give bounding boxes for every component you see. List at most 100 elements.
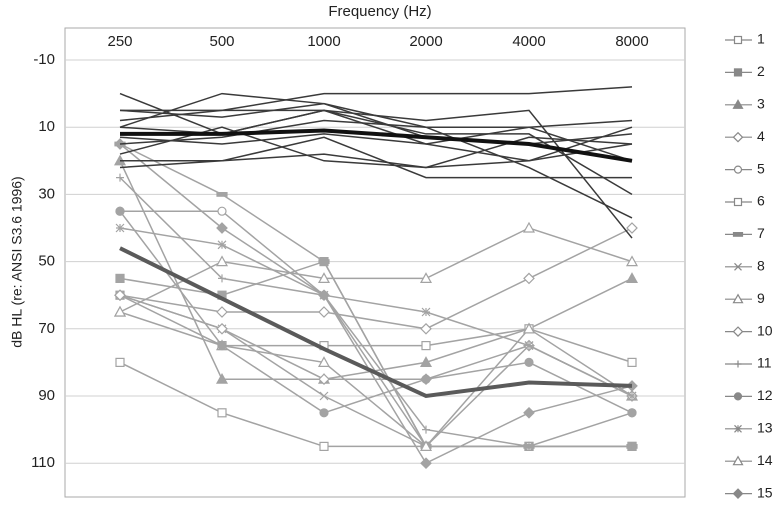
marker xyxy=(318,373,330,386)
marker xyxy=(217,206,227,216)
marker xyxy=(216,192,228,197)
marker xyxy=(115,273,125,283)
legend-label: 12 xyxy=(757,387,773,403)
marker xyxy=(525,442,533,451)
legend-marker xyxy=(732,455,744,466)
legend-marker xyxy=(733,35,743,45)
legend-label: 8 xyxy=(757,258,765,274)
marker xyxy=(216,222,228,234)
marker xyxy=(113,305,127,317)
x-tick-label: 500 xyxy=(209,33,234,50)
x-tick-label: 1000 xyxy=(307,33,340,50)
legend-marker xyxy=(732,488,744,499)
x-tick-label: 8000 xyxy=(615,33,648,50)
series-line xyxy=(119,109,633,196)
marker xyxy=(419,440,433,451)
marker xyxy=(524,357,534,367)
marker xyxy=(421,341,431,351)
series-line xyxy=(119,136,632,179)
marker xyxy=(319,391,329,401)
legend-label: 9 xyxy=(757,290,765,306)
legend-label: 5 xyxy=(757,160,765,176)
y-tick-label: -10 xyxy=(33,51,55,68)
series-line xyxy=(119,246,633,399)
marker xyxy=(317,272,331,283)
legend-marker xyxy=(732,326,744,337)
series-line xyxy=(120,126,633,169)
legend-marker xyxy=(733,165,743,174)
x-tick-label: 4000 xyxy=(512,33,545,50)
marker xyxy=(628,442,636,451)
legend-label: 10 xyxy=(757,322,773,338)
marker xyxy=(419,356,433,367)
legend-marker xyxy=(734,424,742,433)
marker xyxy=(522,221,536,233)
marker xyxy=(215,255,229,267)
legend-label: 14 xyxy=(757,452,773,468)
y-tick-label: 110 xyxy=(31,454,55,471)
marker xyxy=(217,408,227,418)
marker xyxy=(216,306,228,318)
marker xyxy=(318,259,330,264)
series-line xyxy=(119,133,633,162)
series-line xyxy=(119,227,633,397)
legend-label: 4 xyxy=(757,128,765,144)
series-line xyxy=(119,119,633,145)
series-line xyxy=(119,227,633,330)
series-line xyxy=(119,311,633,448)
series-line xyxy=(120,128,633,163)
marker xyxy=(216,322,228,335)
marker xyxy=(524,341,534,351)
legend-label: 2 xyxy=(757,63,765,79)
series-line xyxy=(119,227,633,313)
y-axis-title: dB HL (re: ANSI S3.6 1996) xyxy=(9,176,25,347)
legend-marker xyxy=(732,99,744,109)
marker xyxy=(522,322,536,334)
marker xyxy=(318,306,330,318)
legend-marker xyxy=(733,68,743,77)
legend-marker xyxy=(732,131,744,143)
series-line xyxy=(120,86,633,112)
legend-marker xyxy=(733,392,743,401)
legend-label: 11 xyxy=(757,355,772,371)
series-line xyxy=(119,177,632,448)
legend-marker xyxy=(734,262,742,271)
y-tick-label: 70 xyxy=(38,320,55,337)
legend-marker xyxy=(733,197,743,207)
legend-label: 13 xyxy=(757,420,773,436)
marker xyxy=(625,255,639,267)
series-line xyxy=(119,260,632,448)
y-tick-label: 50 xyxy=(38,253,55,270)
y-tick-label: 30 xyxy=(38,185,55,202)
marker xyxy=(114,289,126,302)
legend-label: 3 xyxy=(757,96,765,112)
marker xyxy=(319,408,329,418)
marker xyxy=(627,357,637,367)
marker xyxy=(217,240,227,250)
y-tick-label: 90 xyxy=(38,387,55,404)
series-line xyxy=(119,92,633,145)
legend-label: 15 xyxy=(757,484,773,500)
marker xyxy=(625,272,639,283)
plot-frame xyxy=(64,27,686,498)
marker xyxy=(421,307,431,317)
marker xyxy=(217,341,227,351)
series-line xyxy=(119,210,633,414)
marker xyxy=(419,272,433,283)
y-tick-label: 10 xyxy=(38,118,55,135)
marker xyxy=(627,391,637,401)
marker xyxy=(523,406,535,419)
marker xyxy=(626,222,638,234)
marker xyxy=(218,274,226,283)
marker xyxy=(420,457,432,470)
marker xyxy=(422,425,430,434)
marker xyxy=(115,223,125,233)
series-line xyxy=(119,294,633,364)
x-axis-title: Frequency (Hz) xyxy=(328,3,431,20)
legend-marker xyxy=(732,232,744,237)
series-line xyxy=(119,109,633,239)
legend-label: 1 xyxy=(757,31,765,47)
legend-label: 6 xyxy=(757,193,765,209)
marker xyxy=(421,374,431,384)
